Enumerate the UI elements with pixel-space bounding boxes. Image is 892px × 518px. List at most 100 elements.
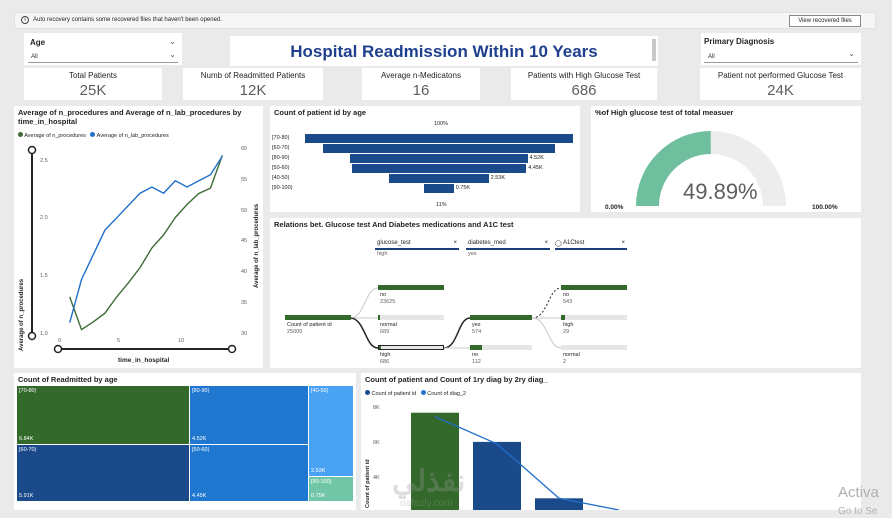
page-title: Hospital Readmission Within 10 Years — [290, 42, 598, 61]
treemap-cell[interactable]: [40-50) 2.53K — [309, 386, 353, 476]
column-header-a1c-test[interactable]: ◯ A1Ctest × — [555, 240, 627, 260]
view-recovered-files-button[interactable]: View recovered files — [789, 15, 861, 27]
close-icon[interactable]: × — [621, 240, 625, 246]
age-dropdown[interactable]: All ⌄ — [28, 50, 178, 63]
activation-overlay: Activa Go to Se — [836, 484, 892, 518]
slider-handle-icon[interactable] — [227, 344, 237, 354]
notification-message: Auto recovery contains some recovered fi… — [33, 17, 222, 23]
funnel-bar[interactable] — [323, 144, 555, 153]
y-right-tick-label: 50 — [241, 208, 247, 214]
node-value: 574 — [472, 329, 482, 335]
legend-dot-icon — [420, 390, 426, 395]
node-label: no — [563, 292, 570, 298]
treemap-cell[interactable]: [80-90) 4.52K — [190, 386, 308, 444]
treemap-cell[interactable]: [70-80) 6.84K — [17, 386, 189, 444]
kpi-no-glucose-test: Patient not performed Glucose Test 24K — [700, 68, 861, 100]
node-value: 2 — [563, 359, 567, 365]
series-line — [69, 155, 223, 323]
primary-diagnosis-slicer[interactable]: Primary Diagnosis All ⌄ — [701, 33, 861, 65]
y-tick-label: 1.5 — [40, 273, 48, 279]
gauge-value: 49.89% — [683, 179, 758, 204]
kpi-value: 25K — [79, 82, 107, 99]
line-chart: Average of n_procedures Average of n_lab… — [19, 145, 260, 364]
funnel-bar[interactable] — [424, 184, 454, 193]
funnel-bar[interactable] — [350, 154, 528, 163]
cell-value: 5.91K — [19, 493, 34, 499]
column-name: A1Ctest — [563, 240, 585, 246]
y-axis-left-label: Average of n_procedures — [19, 278, 25, 351]
treemap-cell[interactable]: [50-60) 4.45K — [190, 445, 308, 501]
column-header-diabetes-med[interactable]: diabetes_med × yes — [466, 240, 550, 260]
y-right-tick-label: 35 — [241, 300, 247, 306]
funnel-bar[interactable] — [351, 164, 527, 173]
primary-diagnosis-value: All — [708, 54, 715, 60]
kpi-label: Total Patients — [68, 71, 118, 80]
column-sub: high — [377, 251, 388, 257]
legend-dot-icon — [18, 132, 23, 137]
cell-value: 4.45K — [192, 493, 207, 499]
funnel-chart-card: Count of patient id by age 100% 11% [70-… — [270, 106, 580, 212]
column-header-glucose-test[interactable]: glucose_test × high — [375, 240, 459, 260]
kpi-average-medications: Average n-Medicatons 16 — [362, 68, 480, 100]
info-icon: i — [21, 16, 29, 24]
watermark-text: نفذلي — [392, 465, 466, 498]
decomp-node[interactable]: no 23625 — [378, 285, 444, 309]
chevron-down-icon[interactable]: ⌄ — [169, 50, 176, 59]
funnel-category-label: [50-60) — [272, 165, 290, 171]
combo-chart: Count of patient id 8K 6K 4K — [365, 405, 620, 510]
bar[interactable] — [535, 498, 583, 510]
node-label: high — [380, 352, 391, 358]
kpi-label: Patients with High Glucose Test — [527, 71, 641, 80]
decomposition-tree-card: Relations bet. Glucose test And Diabetes… — [270, 218, 861, 368]
chevron-down-icon[interactable]: ⌄ — [169, 37, 176, 46]
gauge-card: %of High glucose test of total measuer 4… — [591, 106, 861, 212]
slider-handle-icon[interactable] — [27, 331, 37, 341]
gauge-min: 0.00% — [605, 204, 624, 211]
decomp-root-node[interactable]: Count of patient id 25000 — [285, 315, 351, 339]
treemap-cell[interactable]: [60-70) 5.91K — [17, 445, 189, 501]
treemap-cell[interactable]: [90-100) 0.75K — [309, 477, 353, 501]
close-icon[interactable]: × — [544, 240, 548, 246]
decomp-node[interactable]: no 543 — [561, 285, 627, 309]
column-name: diabetes_med — [468, 240, 506, 246]
funnel-category-label: [90-100) — [272, 185, 293, 191]
chevron-down-icon[interactable]: ⌄ — [848, 49, 855, 58]
funnel-bar[interactable] — [305, 134, 573, 143]
y-tick-label: 4K — [373, 475, 380, 481]
decomp-node[interactable]: high 29 — [561, 315, 627, 339]
node-value: 543 — [563, 299, 573, 305]
scrollbar[interactable] — [652, 39, 656, 61]
watermark-logo: نفذلي nafezly.com — [392, 464, 502, 509]
slider-handle-icon[interactable] — [53, 344, 63, 354]
funnel-chart-title: Count of patient id by age — [274, 108, 367, 117]
node-value: 686 — [380, 359, 390, 365]
y-right-tick-label: 45 — [241, 238, 247, 244]
activation-line1: Activa — [838, 484, 879, 501]
decomp-node[interactable]: normal 2 — [561, 345, 627, 367]
kpi-total-patients: Total Patients 25K — [24, 68, 162, 100]
kpi-label: Patient not performed Glucose Test — [717, 71, 844, 80]
primary-diagnosis-dropdown[interactable]: All ⌄ — [704, 49, 858, 63]
slider-handle-icon[interactable] — [27, 145, 37, 155]
line-chart-legend: Average of n_procedures Average of n_lab… — [18, 132, 169, 139]
y-tick-label: 1.0 — [40, 331, 48, 337]
series-line — [434, 416, 620, 510]
age-slicer[interactable]: Age ⌄ All ⌄ — [24, 33, 182, 65]
kpi-value: 24K — [767, 82, 794, 99]
close-icon[interactable]: × — [453, 240, 457, 246]
bar[interactable] — [411, 412, 459, 510]
cell-name: [60-70) — [19, 447, 37, 453]
funnel-bar[interactable] — [389, 174, 489, 183]
funnel-category-label: [80-90) — [272, 155, 290, 161]
decomp-node-selected[interactable]: high 686 — [378, 345, 444, 367]
cell-value: 4.52K — [192, 436, 207, 442]
y-tick-label: 2.0 — [40, 215, 48, 221]
gauge-title: %of High glucose test of total measuer — [595, 108, 734, 117]
age-slicer-label: Age — [30, 38, 46, 47]
funnel-value-label: 0.75K — [455, 185, 471, 191]
decomp-node[interactable]: yes 574 — [470, 315, 532, 339]
kpi-label: Numb of Readmitted Patients — [200, 71, 306, 80]
decomp-node[interactable]: normal 689 — [378, 315, 444, 339]
bar[interactable] — [473, 441, 521, 510]
decomp-node[interactable]: no 112 — [470, 345, 532, 367]
